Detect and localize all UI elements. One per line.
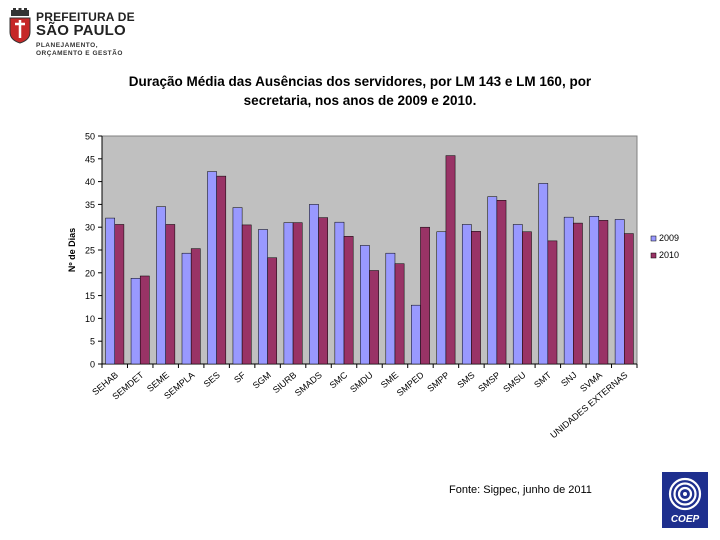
x-tick-label: SMSU <box>501 370 527 394</box>
logo-subtitle-line1: PLANEJAMENTO, <box>36 42 98 49</box>
bar-2010 <box>165 224 176 365</box>
bar-2010 <box>190 248 201 365</box>
city-crest-icon <box>9 8 31 44</box>
y-axis-label: Nº de Dias <box>67 228 77 272</box>
bar-2010 <box>292 222 303 365</box>
bar-2010 <box>624 233 634 365</box>
bar-2009 <box>411 304 421 365</box>
bar-2009 <box>232 207 243 365</box>
x-tick-label: SMPP <box>425 370 451 394</box>
bar-2010 <box>216 175 227 365</box>
x-tick-label: SMS <box>455 370 476 390</box>
bar-2010 <box>547 240 558 365</box>
y-tick-label: 35 <box>85 200 95 210</box>
x-tick-label: SMADS <box>293 370 324 398</box>
bar-2009 <box>258 229 268 365</box>
bar-2009 <box>589 216 600 365</box>
logo-subtitle-line2: ORÇAMENTO E GESTÃO <box>36 50 123 57</box>
bar-2010 <box>496 200 507 365</box>
y-tick-label: 10 <box>85 314 95 324</box>
y-tick-label: 5 <box>90 337 95 347</box>
y-tick-label: 40 <box>85 177 95 187</box>
bar-2009 <box>538 183 549 365</box>
coep-logo: COEP <box>662 472 708 528</box>
bar-2009 <box>156 206 166 365</box>
logo-title-line2: SÃO PAULO <box>36 22 126 39</box>
y-tick-label: 45 <box>85 154 95 164</box>
x-tick-label: SES <box>202 370 222 389</box>
x-tick-label: SME <box>379 370 400 390</box>
logo-title-line1: PREFEITURA DE <box>36 10 135 24</box>
source-note: Fonte: Sigpec, junho de 2011 <box>449 484 592 496</box>
bar-2009 <box>385 252 396 365</box>
bar-2009 <box>487 196 498 365</box>
y-tick-label: 20 <box>85 268 95 278</box>
legend-swatch-2010 <box>650 252 657 259</box>
bar-2010 <box>445 155 456 365</box>
bar-2010 <box>471 231 481 365</box>
prefeitura-logo: PREFEITURA DE SÃO PAULO PLANEJAMENTO, OR… <box>8 8 138 63</box>
bar-2009 <box>614 219 625 365</box>
x-tick-label: SMSP <box>476 370 502 394</box>
bar-2009 <box>130 278 141 365</box>
bar-2009 <box>283 222 294 365</box>
bar-2009 <box>436 231 447 365</box>
chart-title-line1: Duração Média das Ausências dos servidor… <box>128 74 592 89</box>
y-tick-label: 0 <box>90 360 95 370</box>
bar-2009 <box>181 252 192 365</box>
spiral-icon <box>668 477 702 511</box>
bar-2009 <box>563 216 574 365</box>
x-tick-label: SMPED <box>395 370 426 399</box>
bar-2010 <box>241 224 252 365</box>
bar-2010 <box>522 231 532 365</box>
chart-title-line2: secretaria, nos anos de 2009 e 2010. <box>243 93 477 108</box>
legend-label-2010: 2010 <box>659 250 679 260</box>
bar-2010 <box>369 270 379 365</box>
coep-label: COEP <box>670 514 700 525</box>
bar-2009 <box>334 221 345 365</box>
bar-2009 <box>512 224 523 365</box>
x-tick-label: SMC <box>328 370 350 391</box>
bar-2009 <box>360 245 370 365</box>
bar-2010 <box>573 222 583 365</box>
bar-2010 <box>343 236 354 365</box>
y-tick-label: 30 <box>85 223 95 233</box>
bar-2010 <box>420 226 430 365</box>
y-tick-label: 15 <box>85 291 95 301</box>
bar-2009 <box>207 171 217 365</box>
bar-2010 <box>318 217 328 365</box>
chart-title: Duração Média das Ausências dos servidor… <box>110 72 610 110</box>
bar-2009 <box>105 217 115 365</box>
bar-2010 <box>139 275 150 365</box>
bar-2010 <box>267 257 278 365</box>
bar-2009 <box>309 204 319 365</box>
x-tick-label: SF <box>232 370 248 385</box>
y-tick-label: 25 <box>85 246 95 256</box>
bar-2009 <box>461 224 472 365</box>
bar-2010 <box>114 224 125 365</box>
y-tick-label: 50 <box>85 132 95 142</box>
x-tick-label: SGM <box>251 370 273 391</box>
legend-swatch-2009 <box>650 235 657 242</box>
x-tick-label: SMDU <box>348 370 375 395</box>
x-tick-label: SNJ <box>559 370 578 389</box>
bar-2010 <box>598 220 609 365</box>
bar-2010 <box>394 263 405 365</box>
x-tick-label: SMT <box>532 370 553 390</box>
legend-label-2009: 2009 <box>659 233 679 243</box>
